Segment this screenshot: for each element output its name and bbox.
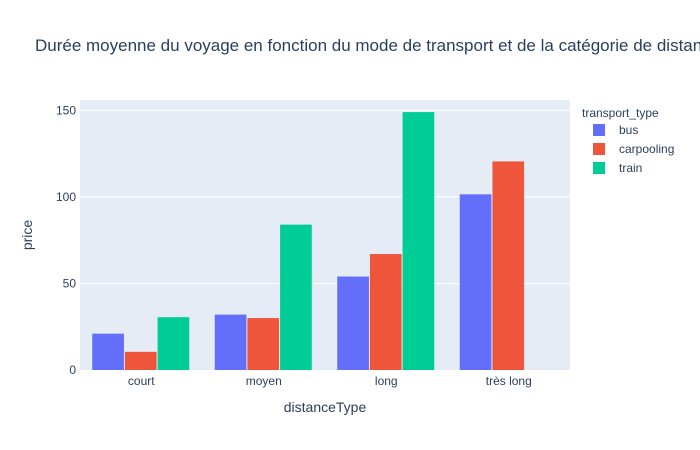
y-tick-label: 150 [56,103,76,117]
legend-swatch-carpooling[interactable] [593,143,605,155]
x-tick-label: moyen [246,374,282,388]
x-axis-title: distanceType [284,399,367,415]
bar-carpooling[interactable] [369,254,402,370]
bar-train[interactable] [157,317,190,370]
bar-carpooling[interactable] [124,351,157,370]
bar-bus[interactable] [337,276,369,370]
bar-train[interactable] [280,224,312,370]
y-tick-label: 100 [56,190,76,204]
bar-train[interactable] [402,112,435,370]
y-axis-title: price [19,220,35,251]
bars [92,112,525,370]
x-axis-ticks: court moyen long très long [128,374,532,388]
legend-swatch-train[interactable] [593,162,605,174]
bar-bus[interactable] [214,314,247,370]
legend-title: transport_type [582,106,659,120]
bar-bus[interactable] [92,333,124,370]
legend-label-train[interactable]: train [619,161,642,175]
x-tick-label: très long [486,374,532,388]
bar-carpooling[interactable] [247,318,280,370]
legend-swatch-bus[interactable] [593,124,605,136]
x-tick-label: court [128,374,155,388]
y-tick-label: 50 [63,276,77,290]
legend-label-carpooling[interactable]: carpooling [619,142,674,156]
legend-label-bus[interactable]: bus [619,123,638,137]
legend[interactable]: transport_type bus carpooling train [582,106,674,175]
chart-title: Durée moyenne du voyage en fonction du m… [35,36,700,55]
x-tick-label: long [375,374,398,388]
bar-bus[interactable] [459,194,492,370]
y-tick-label: 0 [69,363,76,377]
y-axis-ticks: 0 50 100 150 [56,103,76,377]
bar-carpooling[interactable] [492,161,525,370]
